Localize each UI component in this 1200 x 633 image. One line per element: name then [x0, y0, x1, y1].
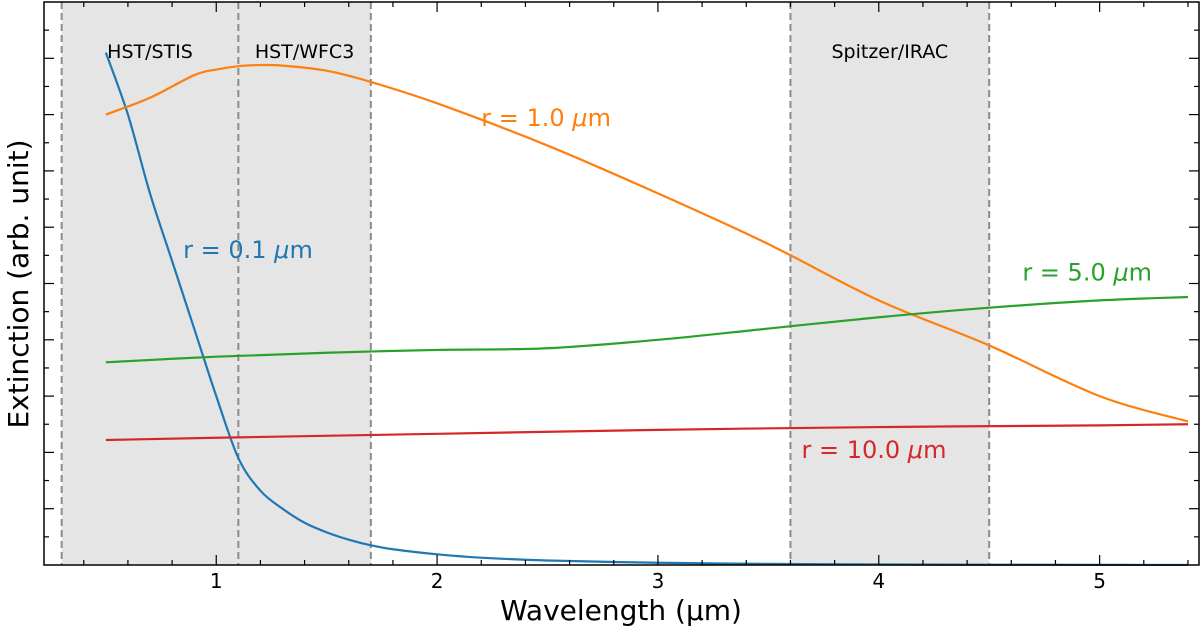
instrument-band-edges [60, 2, 991, 565]
series-label-3: r = 10.0 μm [801, 436, 946, 464]
x-axis-title: Wavelength (μm) [500, 594, 742, 627]
series-line-3 [105, 423, 1188, 442]
series-line-2 [105, 295, 1189, 364]
y-axis-title: Extinction (arb. unit) [2, 139, 35, 428]
band-0 [61, 2, 239, 565]
x-tick-labels: 1 2 3 4 5 [210, 569, 1106, 593]
x-tick-label: 3 [652, 569, 665, 593]
band-1 [238, 2, 371, 565]
series-label-2: r = 5.0 μm [1022, 259, 1152, 287]
band-label-0: HST/STIS [107, 41, 193, 63]
series-labels: r = 0.1 μm r = 1.0 μm r = 5.0 μm r = 10.0 μ… [183, 104, 1152, 464]
x-tick-label: 5 [1093, 569, 1106, 593]
instrument-bands [61, 2, 990, 565]
x-tick-label: 1 [210, 569, 223, 593]
series-label-0: r = 0.1 μm [183, 236, 313, 264]
x-tick-label: 2 [431, 569, 444, 593]
series-label-1: r = 1.0 μm [481, 104, 611, 132]
x-tick-label: 4 [872, 569, 885, 593]
band-labels: HST/STIS HST/WFC3 Spitzer/IRAC [107, 41, 948, 63]
band-2 [790, 2, 990, 565]
plot-frame [43, 1, 1200, 566]
axis-ticks [44, 2, 1199, 565]
series-line-1 [105, 63, 1189, 423]
band-label-1: HST/WFC3 [255, 41, 354, 63]
band-label-2: Spitzer/IRAC [831, 41, 948, 63]
